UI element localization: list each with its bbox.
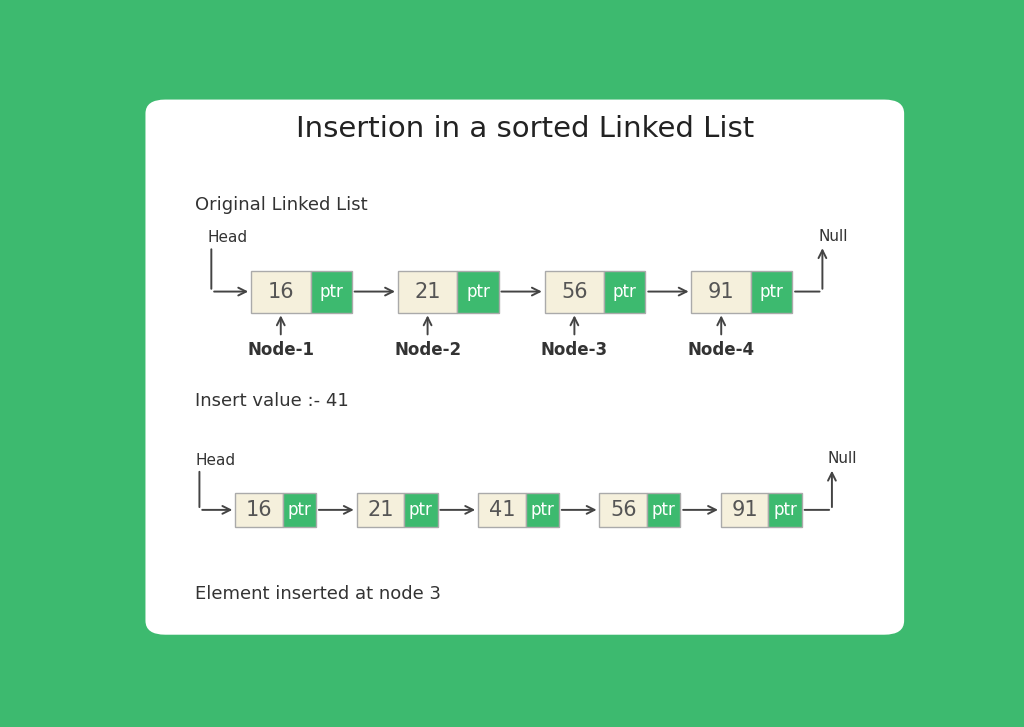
FancyBboxPatch shape <box>691 270 751 313</box>
Text: ptr: ptr <box>651 501 676 519</box>
FancyBboxPatch shape <box>647 493 680 526</box>
Text: ptr: ptr <box>530 501 554 519</box>
Text: 91: 91 <box>731 500 758 520</box>
FancyBboxPatch shape <box>356 493 404 526</box>
FancyBboxPatch shape <box>310 270 352 313</box>
Text: Element inserted at node 3: Element inserted at node 3 <box>196 585 441 603</box>
FancyBboxPatch shape <box>283 493 316 526</box>
FancyBboxPatch shape <box>545 270 604 313</box>
Text: 56: 56 <box>561 281 588 302</box>
Text: 91: 91 <box>708 281 734 302</box>
Text: ptr: ptr <box>288 501 311 519</box>
FancyBboxPatch shape <box>721 493 768 526</box>
Text: Insert value :- 41: Insert value :- 41 <box>196 392 349 410</box>
Text: 41: 41 <box>488 500 515 520</box>
Text: 56: 56 <box>610 500 637 520</box>
FancyBboxPatch shape <box>751 270 793 313</box>
Text: ptr: ptr <box>319 283 343 300</box>
Text: ptr: ptr <box>612 283 637 300</box>
FancyBboxPatch shape <box>397 270 458 313</box>
Text: Original Linked List: Original Linked List <box>196 196 368 214</box>
Text: Head: Head <box>196 453 236 468</box>
Text: ptr: ptr <box>466 283 489 300</box>
Text: 16: 16 <box>267 281 294 302</box>
FancyBboxPatch shape <box>145 100 904 635</box>
Text: ptr: ptr <box>773 501 797 519</box>
FancyBboxPatch shape <box>768 493 802 526</box>
Text: Null: Null <box>828 451 857 466</box>
Text: 16: 16 <box>246 500 272 520</box>
Text: Node-1: Node-1 <box>247 340 314 358</box>
Text: ptr: ptr <box>409 501 433 519</box>
Text: Null: Null <box>818 229 848 244</box>
Text: Node-2: Node-2 <box>394 340 461 358</box>
FancyBboxPatch shape <box>458 270 499 313</box>
Text: Head: Head <box>207 230 248 246</box>
Text: Insertion in a sorted Linked List: Insertion in a sorted Linked List <box>296 115 754 143</box>
FancyBboxPatch shape <box>251 270 310 313</box>
FancyBboxPatch shape <box>478 493 525 526</box>
Text: Node-3: Node-3 <box>541 340 608 358</box>
FancyBboxPatch shape <box>599 493 647 526</box>
FancyBboxPatch shape <box>604 270 645 313</box>
Text: 21: 21 <box>415 281 441 302</box>
Text: Node-4: Node-4 <box>688 340 755 358</box>
FancyBboxPatch shape <box>236 493 283 526</box>
FancyBboxPatch shape <box>525 493 559 526</box>
FancyBboxPatch shape <box>404 493 437 526</box>
Text: ptr: ptr <box>760 283 783 300</box>
Text: 21: 21 <box>368 500 393 520</box>
